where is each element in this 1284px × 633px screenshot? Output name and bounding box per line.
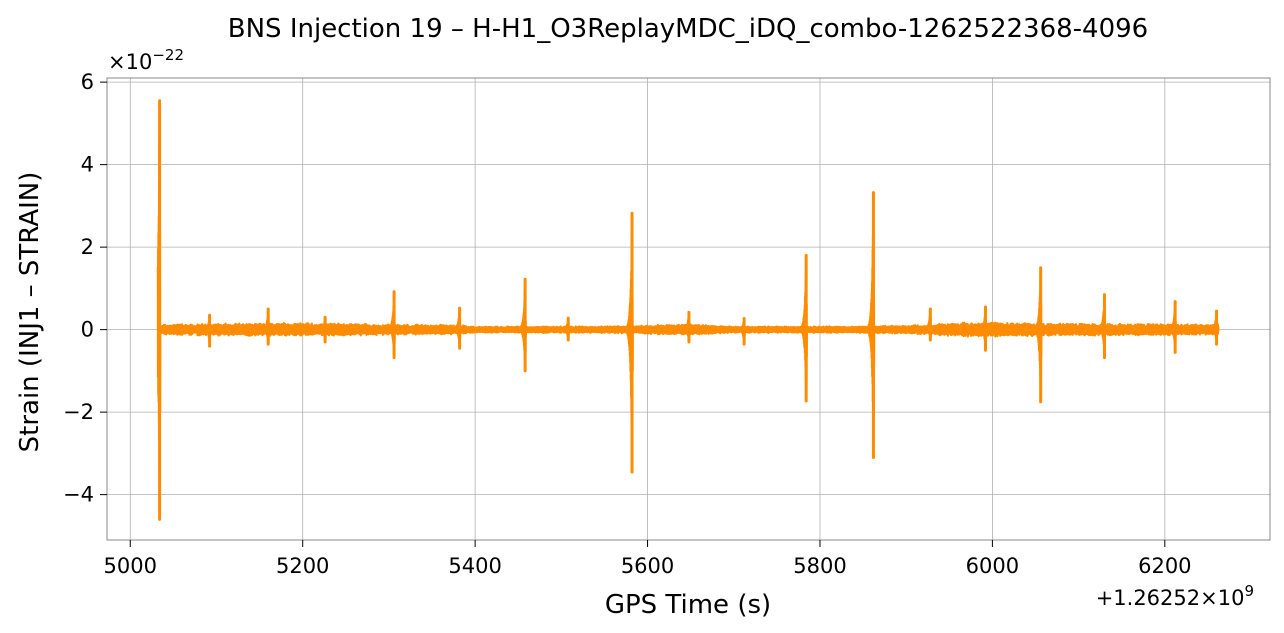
x-tick-label: 5600 (621, 554, 674, 578)
y-tick-label: 2 (81, 235, 94, 259)
y-tick-label: −2 (63, 400, 94, 424)
y-scale-multiplier: ×10−22 (108, 46, 184, 74)
x-tick-label: 6000 (966, 554, 1019, 578)
y-axis-label: Strain (INJ1 – STRAIN) (15, 172, 45, 453)
x-offset-label: +1.26252×109 (1096, 582, 1254, 610)
y-tick-label: 6 (81, 70, 94, 94)
svg-text:+1.26252×109: +1.26252×109 (1096, 582, 1254, 610)
grid (107, 78, 1270, 540)
x-axis-label: GPS Time (s) (605, 590, 771, 620)
x-tick-label: 5800 (793, 554, 846, 578)
plot-frame (106, 77, 1271, 541)
y-tick-label: −4 (63, 483, 94, 507)
y-tick-label: 4 (81, 153, 94, 177)
series-strain (156, 99, 1220, 521)
x-tick-label: 5200 (276, 554, 329, 578)
x-tick-label: 5000 (104, 554, 157, 578)
chart-title: BNS Injection 19 – H-H1_O3ReplayMDC_iDQ_… (228, 14, 1148, 44)
y-axis-ticks: −4 −2 0 2 4 6 (63, 70, 107, 507)
x-axis-ticks: 5000 5200 5400 5600 5800 6000 6200 (104, 540, 1192, 578)
x-tick-label: 5400 (448, 554, 501, 578)
x-tick-label: 6200 (1138, 554, 1191, 578)
y-tick-label: 0 (81, 318, 94, 342)
svg-text:×10−22: ×10−22 (108, 46, 184, 74)
